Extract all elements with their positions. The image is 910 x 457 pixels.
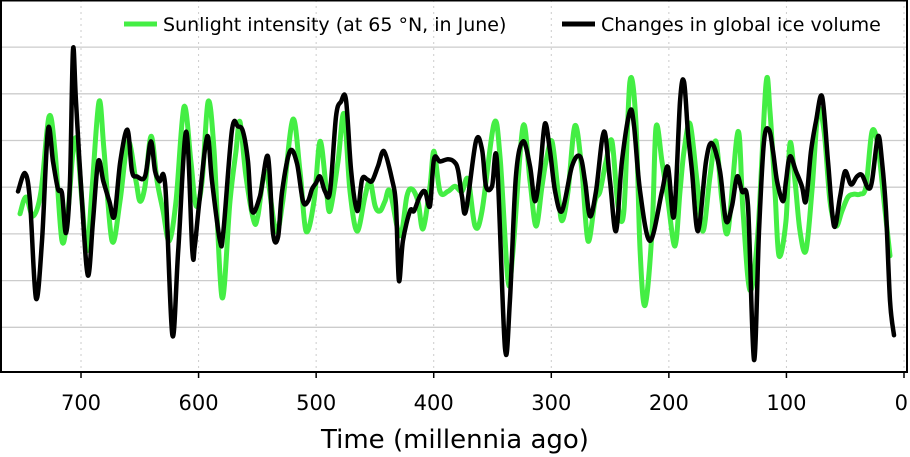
series-line-ice-volume <box>15 45 897 363</box>
x-tick-label: 300 <box>531 391 571 415</box>
x-tick-label: 500 <box>296 391 336 415</box>
x-axis-ticks: 700 600 500 400 300 200 100 0 <box>61 372 908 415</box>
legend: Sunlight intensity (at 65 °N, in June) C… <box>124 14 881 36</box>
legend-item-sunlight[interactable]: Sunlight intensity (at 65 °N, in June) <box>124 14 506 36</box>
x-axis-title: Time (millennia ago) <box>320 425 589 455</box>
legend-label-ice-volume: Changes in global ice volume <box>601 14 881 36</box>
legend-label-sunlight: Sunlight intensity (at 65 °N, in June) <box>163 14 506 36</box>
horizontal-gridlines <box>2 46 906 328</box>
x-tick-label: 600 <box>179 391 219 415</box>
x-tick-label: 100 <box>766 391 806 415</box>
series-layer <box>15 45 897 363</box>
x-tick-label: 400 <box>414 391 454 415</box>
x-tick-label: 700 <box>61 391 101 415</box>
x-tick-label: 0 <box>895 391 908 415</box>
plot-frame <box>0 0 908 373</box>
x-tick-label: 200 <box>649 391 689 415</box>
legend-item-ice-volume[interactable]: Changes in global ice volume <box>562 14 881 36</box>
